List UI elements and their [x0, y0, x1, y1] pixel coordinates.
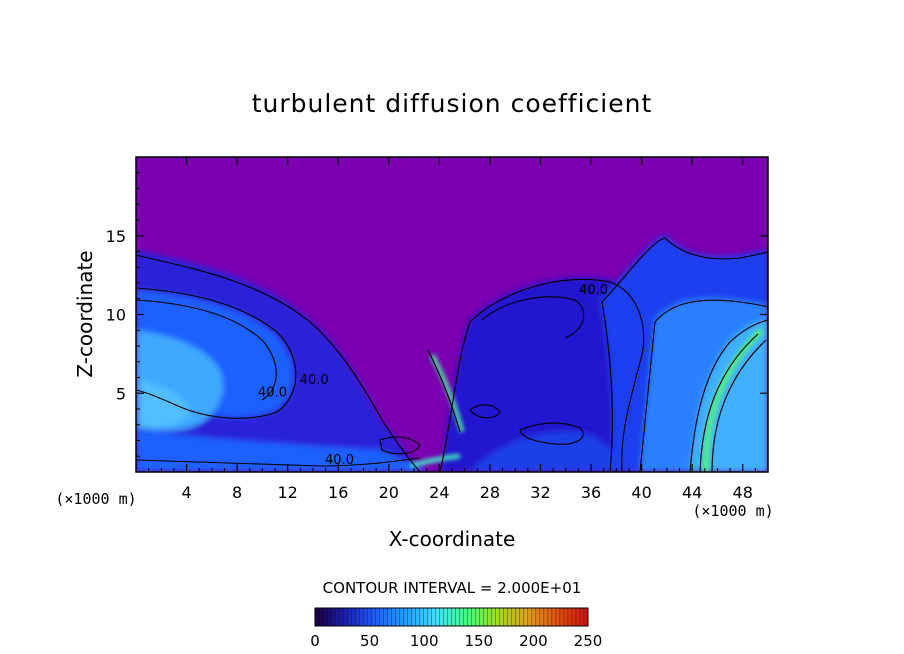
- x-tick-label: 36: [581, 483, 601, 502]
- middle-blue-region: [440, 277, 644, 472]
- colorbar-ticks: 0 50 100 150 200 250: [310, 632, 602, 650]
- x-tick-label: 32: [530, 483, 550, 502]
- contour-labels: 40.0 40.0 40.0 40.0: [258, 283, 608, 468]
- y-tick-label: 5: [116, 384, 126, 403]
- colorbar-tick-label: 100: [410, 632, 439, 650]
- x-tick-label: 48: [733, 483, 753, 502]
- y-axis-ticks: 5 10 15: [106, 172, 768, 457]
- contour-label: 40.0: [258, 385, 287, 400]
- x-tick-label: 24: [429, 483, 449, 502]
- contour-label: 40.0: [325, 453, 354, 468]
- y-axis-label: Z-coordinate: [73, 250, 97, 377]
- plot-area: 40.0 40.0 40.0 40.0: [136, 157, 768, 472]
- x-tick-label: 8: [232, 483, 242, 502]
- x-axis-label: X-coordinate: [389, 527, 516, 551]
- x-tick-label: 44: [682, 483, 702, 502]
- colorbar-tick-label: 50: [360, 632, 379, 650]
- x-tick-label: 4: [181, 483, 191, 502]
- center-green-streak: [429, 353, 465, 433]
- x-tick-label: 28: [480, 483, 500, 502]
- x-tick-label: 12: [278, 483, 298, 502]
- colorbar-tick-label: 150: [464, 632, 493, 650]
- chart-title: turbulent diffusion coefficient: [252, 89, 653, 118]
- contour-label: 40.0: [579, 283, 608, 298]
- middle-low-band: [470, 431, 620, 472]
- colorbar-tick-label: 250: [574, 632, 603, 650]
- colorbar-tick-label: 200: [519, 632, 548, 650]
- right-green-streak: [702, 327, 765, 472]
- x-tick-label: 20: [379, 483, 399, 502]
- contour-label: 40.0: [300, 373, 329, 388]
- y-tick-label: 10: [106, 306, 126, 325]
- x-axis-ticks: 4 8 12 16 20 24 28 32 36 40 44 48: [148, 157, 756, 502]
- left-vortex-core2: [140, 380, 190, 427]
- x-tick-label: 16: [328, 483, 348, 502]
- y-unit-label: (×1000 m): [55, 490, 136, 508]
- left-lower-band: [136, 430, 430, 472]
- x-unit-label: (×1000 m): [692, 502, 773, 520]
- colorbar-tick-label: 0: [310, 632, 320, 650]
- x-tick-label: 40: [631, 483, 651, 502]
- contour-interval-text: CONTOUR INTERVAL = 2.000E+01: [323, 579, 582, 597]
- colorbar-stripes: [318, 608, 585, 626]
- contour-lines: [136, 237, 768, 472]
- y-tick-label: 15: [106, 227, 126, 246]
